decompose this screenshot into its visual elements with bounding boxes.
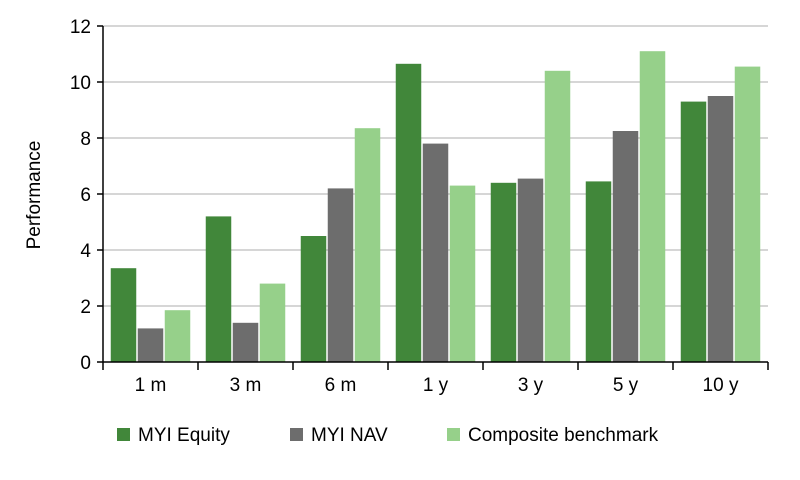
y-tick-labels: 0 2 4 6 8 10 12 xyxy=(70,17,92,374)
bar xyxy=(300,236,327,362)
x-tick-label: 3 y xyxy=(518,375,544,396)
x-tick-labels: 1 m 3 m 6 m 1 y 3 y 5 y 10 y xyxy=(135,375,739,396)
y-axis-title: Performance xyxy=(24,141,45,250)
bar xyxy=(327,188,354,362)
legend-swatch xyxy=(290,428,303,441)
bar xyxy=(232,322,259,362)
bar xyxy=(707,96,734,362)
x-tick-label: 10 y xyxy=(703,375,739,396)
legend-swatch xyxy=(447,428,460,441)
x-tick-label: 1 y xyxy=(423,375,449,396)
bar xyxy=(205,216,232,362)
x-tick-label: 3 m xyxy=(230,375,262,396)
x-tick-label: 5 y xyxy=(613,375,639,396)
x-tick-label: 1 m xyxy=(135,375,167,396)
legend-label: MYI Equity xyxy=(138,425,230,446)
legend: MYI Equity MYI NAV Composite benchmark xyxy=(117,425,659,446)
y-tick-label: 2 xyxy=(80,297,91,318)
bar xyxy=(639,51,666,362)
bar xyxy=(422,143,449,362)
bar xyxy=(612,131,639,362)
bars xyxy=(110,51,761,363)
bar xyxy=(110,268,137,362)
bar xyxy=(449,185,476,362)
y-tick-label: 4 xyxy=(80,241,91,262)
bar xyxy=(137,328,164,362)
bar xyxy=(259,283,286,362)
bar xyxy=(354,128,381,362)
y-tick-label: 0 xyxy=(80,353,91,374)
y-tick-label: 10 xyxy=(70,73,91,94)
y-tick-label: 6 xyxy=(80,185,91,206)
bar xyxy=(734,66,761,362)
bar xyxy=(395,63,422,363)
axes xyxy=(97,25,769,370)
x-tick-label: 6 m xyxy=(325,375,357,396)
legend-swatch xyxy=(117,428,130,441)
legend-label: Composite benchmark xyxy=(468,425,659,446)
bar xyxy=(544,70,571,363)
y-tick-label: 12 xyxy=(70,17,91,38)
bar xyxy=(585,181,612,362)
bar xyxy=(517,178,544,362)
legend-label: MYI NAV xyxy=(311,425,388,446)
bar xyxy=(164,310,191,362)
y-tick-label: 8 xyxy=(80,129,91,150)
bar xyxy=(680,101,707,362)
bar xyxy=(490,182,517,362)
